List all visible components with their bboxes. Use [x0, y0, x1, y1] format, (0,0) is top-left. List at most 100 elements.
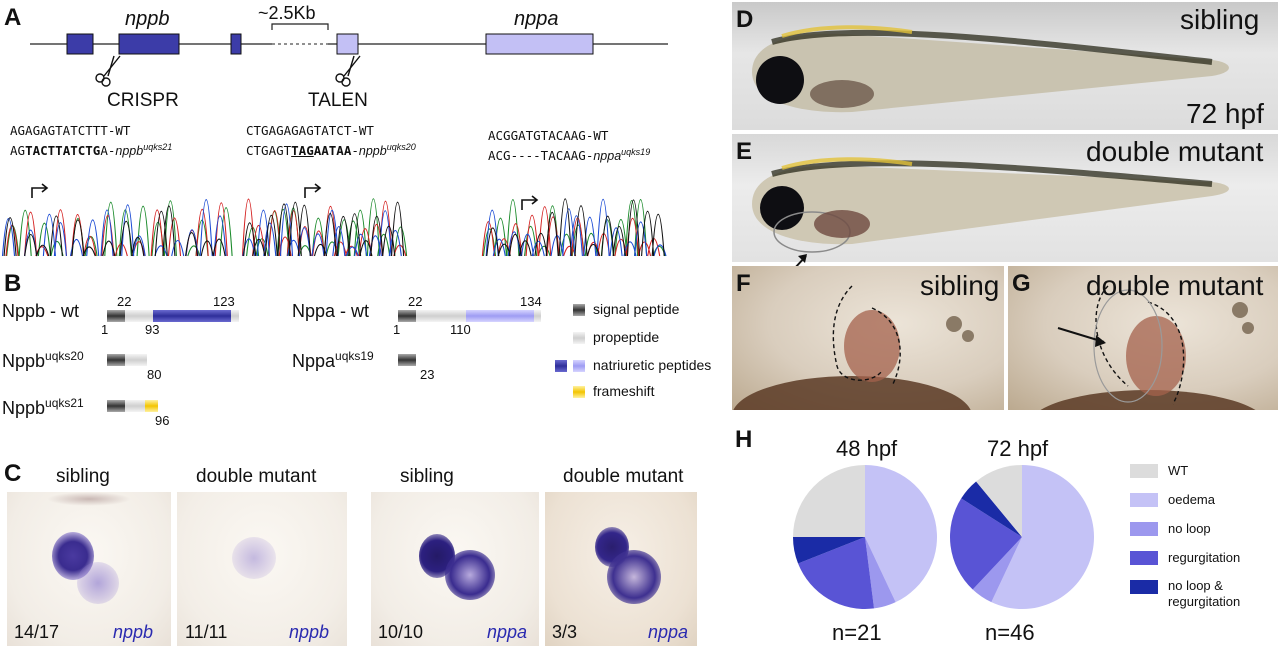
d-time: 72 hpf — [1186, 98, 1264, 129]
chromatogram-1 — [1, 199, 233, 257]
arrow-icon — [304, 187, 319, 198]
pie-slice-regurgitation — [950, 498, 1022, 590]
gap-label: ~2.5Kb — [258, 3, 316, 23]
trace-line — [241, 198, 407, 257]
nppb-21-signal — [107, 400, 125, 412]
panel-label-d: D — [736, 6, 754, 33]
pie-slice-noloop — [972, 537, 1022, 603]
e-label: double mutant — [1086, 136, 1264, 167]
panel-label-g: G — [1012, 270, 1031, 297]
nppb-uqks20-label: Nppbuqks20 — [2, 349, 84, 371]
f-heart-image — [732, 266, 1004, 410]
legend-swatch-signal — [573, 304, 585, 316]
pie-chart-48hpf — [793, 465, 937, 609]
nppb-wt-pos-93: 93 — [145, 322, 160, 337]
trace-line — [1, 199, 227, 257]
nppa-exon-2 — [485, 33, 594, 55]
legend-swatch-wt — [1130, 464, 1158, 478]
chromatogram-2 — [241, 198, 408, 257]
panel-label-b: B — [4, 270, 22, 297]
sequence-block-1: AGAGAGTATCTTT-WT AGTACTTATCTGA-nppbuqks2… — [10, 123, 173, 159]
panel-label-c: C — [4, 460, 22, 487]
g-label: double mutant — [1086, 270, 1264, 301]
nppb-exon-3 — [230, 33, 242, 55]
nppa-wt-pos-1: 1 — [393, 322, 401, 337]
nppb-wt-natriuretic — [153, 310, 231, 322]
sequence-block-2: CTGAGAGAGTATCT-WT CTGAGTTAGAATAA-nppbuqk… — [246, 123, 416, 159]
c-title-1: sibling — [56, 466, 110, 487]
crispr-label: CRISPR — [107, 90, 179, 111]
nppa-wt-label: Nppa - wt — [292, 301, 370, 321]
nppa-wt-pos-22: 22 — [408, 294, 423, 309]
pie-slice-regurgitation — [798, 537, 875, 609]
legend-frameshift: frameshift — [593, 383, 655, 399]
gene-structure-diagram — [1, 23, 668, 257]
pie-48-title: 48 hpf — [836, 436, 898, 461]
nppa-19-signal — [398, 354, 416, 366]
nppa-wt-pos-134: 134 — [520, 294, 542, 309]
pie-chart-72hpf — [950, 465, 1094, 609]
c-count-4: 3/3 — [552, 622, 578, 642]
legend-noloop: no loop — [1168, 521, 1211, 536]
legend-swatch-noloop-regurg — [1130, 580, 1158, 594]
g-heart-image — [1008, 266, 1278, 410]
legend-noloop-regurg-2: regurgitation — [1168, 594, 1241, 609]
legend-wt: WT — [1168, 463, 1189, 478]
legend-swatch-propeptide — [573, 332, 585, 344]
nppb-uqks21-label: Nppbuqks21 — [2, 396, 84, 418]
chromatogram-3 — [481, 198, 667, 257]
trace-line — [485, 199, 667, 257]
legend-signal-peptide: signal peptide — [593, 301, 680, 317]
e-larva-image — [732, 134, 1278, 262]
f-label: sibling — [920, 270, 1000, 301]
nppb-wt-pos-123: 123 — [213, 294, 235, 309]
pie-slice-noloop-regurgitation — [961, 481, 1022, 537]
pie-slice-noloop-regurgitation — [793, 537, 865, 564]
c-image-4 — [545, 492, 697, 646]
legend-swatch-noloop — [1130, 522, 1158, 536]
c-gene-4: nppa — [648, 622, 689, 642]
nppb-exon-1 — [66, 33, 94, 55]
c-count-2: 11/11 — [185, 622, 228, 642]
nppb-wt-signal — [107, 310, 125, 322]
arrow-icon — [31, 187, 46, 198]
legend-oedema: oedema — [1168, 492, 1215, 507]
talen-label: TALEN — [308, 90, 368, 111]
gap-bracket — [271, 23, 329, 30]
nppb-20-propeptide — [125, 354, 147, 366]
c-title-3: sibling — [400, 466, 454, 487]
nppa-wt-pos-110: 110 — [450, 322, 471, 337]
nppa-wt-propeptide — [416, 310, 466, 322]
nppa-exon-1 — [336, 33, 359, 55]
arrow-icon — [521, 199, 536, 210]
nppa-19-pos-23: 23 — [420, 367, 435, 382]
nppb-20-pos-80: 80 — [147, 367, 162, 382]
legend-swatch-natriuretic-dark — [555, 360, 567, 372]
pie-72-n: n=46 — [985, 620, 1035, 645]
trace-line — [243, 201, 405, 257]
d-larva-image — [732, 2, 1278, 130]
legend-natriuretic: natriuretic peptides — [593, 357, 712, 373]
legend-swatch-regurgitation — [1130, 551, 1158, 565]
nppb-exon-2 — [118, 33, 180, 55]
nppb-wt-label: Nppb - wt — [2, 301, 80, 321]
c-gene-1: nppb — [113, 622, 154, 642]
nppb-wt-pos-1: 1 — [101, 322, 109, 337]
pie-72-title: 72 hpf — [987, 436, 1049, 461]
nppb-21-propeptide — [125, 400, 145, 412]
c-image-1 — [7, 492, 171, 646]
c-image-3 — [371, 492, 539, 646]
c-title-2: double mutant — [196, 466, 317, 487]
trace-line — [486, 198, 665, 257]
legend-swatch-frameshift — [573, 386, 585, 398]
c-title-4: double mutant — [563, 466, 684, 487]
c-gene-3: nppa — [487, 622, 528, 642]
legend-noloop-and: no loop & — [1168, 578, 1223, 593]
nppb-20-signal — [107, 354, 125, 366]
talen-scissors-icon — [335, 55, 361, 87]
pie-slice-oedema — [991, 465, 1094, 609]
pie-charts — [793, 465, 1094, 609]
trace-line — [3, 205, 226, 257]
d-label: sibling — [1180, 4, 1260, 35]
protein-diagram — [107, 304, 585, 412]
